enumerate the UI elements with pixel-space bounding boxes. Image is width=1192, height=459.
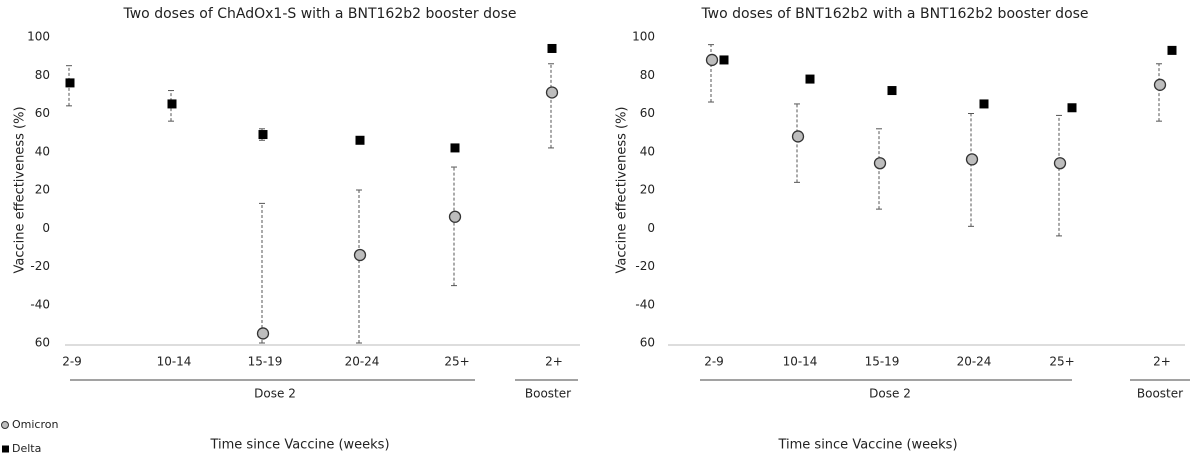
x-tick-label: 10-14 xyxy=(157,355,192,369)
error-bar xyxy=(794,103,800,183)
delta-point xyxy=(887,86,897,96)
chart-title: Two doses of ChAdOx1-S with a BNT162b2 b… xyxy=(123,6,517,22)
y-tick-label: 20 xyxy=(640,183,655,197)
chart-title: Two doses of BNT162b2 with a BNT162b2 bo… xyxy=(700,6,1088,22)
x-tick-label: 20-24 xyxy=(345,355,380,369)
delta-point xyxy=(979,99,989,109)
group-label: Dose 2 xyxy=(869,387,911,401)
x-tick-label: 15-19 xyxy=(865,355,900,369)
y-tick-label: -20 xyxy=(30,259,50,273)
x-tick-label: 2+ xyxy=(1153,355,1171,369)
x-tick-label: 20-24 xyxy=(957,355,992,369)
delta-point xyxy=(355,135,365,145)
error-bar xyxy=(259,202,265,344)
delta-point xyxy=(167,99,177,109)
y-tick-label: 40 xyxy=(35,144,50,158)
y-tick-label: 40 xyxy=(640,144,655,158)
error-bar xyxy=(356,189,362,344)
error-bar xyxy=(968,113,974,227)
y-tick-label: 80 xyxy=(640,68,655,82)
y-tick-label: 100 xyxy=(27,30,50,44)
y-tick-label: 0 xyxy=(647,221,655,235)
delta-point xyxy=(547,43,557,53)
x-axis-title: Time since Vaccine (weeks) xyxy=(209,438,389,453)
y-tick-label: 60 xyxy=(640,336,655,350)
omicron-point xyxy=(545,86,559,99)
omicron-point xyxy=(873,157,887,170)
legend-marker xyxy=(2,445,9,453)
y-tick-label: -20 xyxy=(635,259,655,273)
legend-label: Delta xyxy=(12,442,41,455)
x-axis-title: Time since Vaccine (weeks) xyxy=(777,438,957,453)
legend-marker xyxy=(1,421,9,429)
omicron-point xyxy=(791,130,805,143)
x-tick-label: 2+ xyxy=(545,355,563,369)
x-tick-label: 25+ xyxy=(444,355,469,369)
error-bar xyxy=(708,44,714,103)
omicron-point xyxy=(353,248,367,262)
error-bar xyxy=(451,166,457,287)
y-tick-label: 0 xyxy=(42,221,50,235)
delta-point xyxy=(1067,103,1077,113)
error-bar xyxy=(1156,63,1162,122)
y-axis-title: Vaccine effectiveness (%) xyxy=(615,106,630,273)
y-tick-label: -40 xyxy=(635,297,655,311)
delta-point xyxy=(65,78,75,88)
legend-label: Omicron xyxy=(12,418,58,431)
x-tick-label: 15-19 xyxy=(248,355,283,369)
x-tick-label: 10-14 xyxy=(783,355,818,369)
y-tick-label: -40 xyxy=(30,297,50,311)
y-tick-label: 60 xyxy=(640,106,655,120)
delta-point xyxy=(719,55,729,65)
omicron-point xyxy=(448,210,462,223)
y-tick-label: 20 xyxy=(35,183,50,197)
y-tick-label: 80 xyxy=(35,68,50,82)
delta-point xyxy=(1167,45,1177,55)
group-label: Booster xyxy=(1137,387,1183,401)
y-axis-title: Vaccine effectiveness (%) xyxy=(13,106,28,273)
y-tick-label: 100 xyxy=(632,30,655,44)
x-tick-label: 2-9 xyxy=(62,355,82,369)
omicron-point xyxy=(705,53,719,67)
group-label: Dose 2 xyxy=(254,387,296,401)
omicron-point xyxy=(965,153,979,166)
y-tick-label: 60 xyxy=(35,106,50,120)
omicron-point xyxy=(1053,157,1067,170)
delta-point xyxy=(805,74,815,84)
omicron-point xyxy=(1153,78,1167,91)
error-bar xyxy=(548,63,554,149)
x-tick-label: 25+ xyxy=(1049,355,1074,369)
omicron-point xyxy=(256,327,270,340)
group-label: Booster xyxy=(525,387,571,401)
delta-point xyxy=(450,143,460,153)
x-tick-label: 2-9 xyxy=(704,355,724,369)
delta-point xyxy=(258,130,268,140)
error-bar xyxy=(1056,114,1062,237)
y-tick-label: 60 xyxy=(35,336,50,350)
